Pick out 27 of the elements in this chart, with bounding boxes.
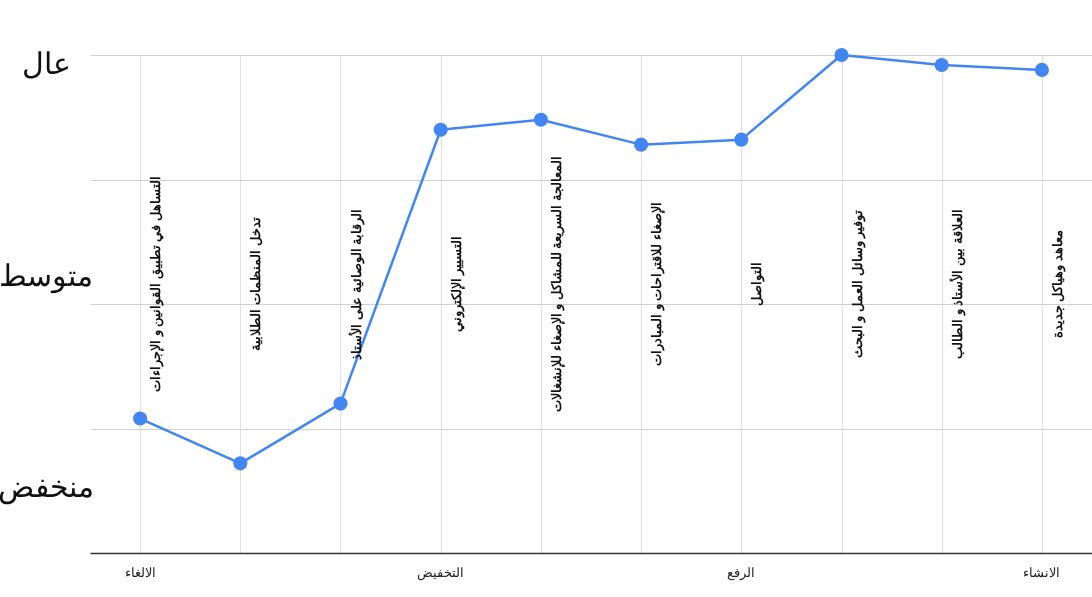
x-tick-label: الرقابة الوصائية على الأستاذ: [347, 208, 365, 360]
text: التخفيض: [417, 565, 465, 581]
text: الرفع: [727, 565, 756, 581]
point: [934, 57, 949, 73]
point: [834, 47, 849, 63]
x-tick-label: التساهل في تطبيق القوانين و الإجراءات: [148, 176, 165, 393]
x-tick-label: المعالجة السريعة للمشاكل و الإصغاء للإنشغالات: [548, 156, 565, 413]
x-tick-label: العلاقة بين الأستاذ و الطالب: [948, 209, 966, 359]
x-tick-label: الإصغاء للاقتراحات و المبادرات: [649, 202, 666, 366]
point: [333, 396, 348, 411]
x-tick-label: التواصل: [749, 262, 766, 307]
point: [734, 132, 749, 147]
x-tick-label: معاهد وهياكل جديدة: [1049, 229, 1066, 339]
text: الالغاء: [124, 565, 156, 580]
x-tick-label: تدخل المنظمات الطلابية: [248, 217, 264, 351]
text: عال: [21, 46, 71, 80]
point: [1034, 62, 1049, 77]
point: [133, 411, 148, 426]
point: [533, 112, 548, 127]
x-tick-label: توفير وسائل العمل و البحث: [849, 209, 866, 359]
annotation: متوسط: [0, 258, 93, 294]
x-tick-label: التسيير الإلكتروني: [448, 235, 465, 333]
point: [634, 137, 649, 152]
point: [233, 456, 248, 471]
annotation: منخفض: [0, 470, 94, 506]
point: [433, 122, 448, 137]
text: الانشاء: [1023, 565, 1061, 580]
